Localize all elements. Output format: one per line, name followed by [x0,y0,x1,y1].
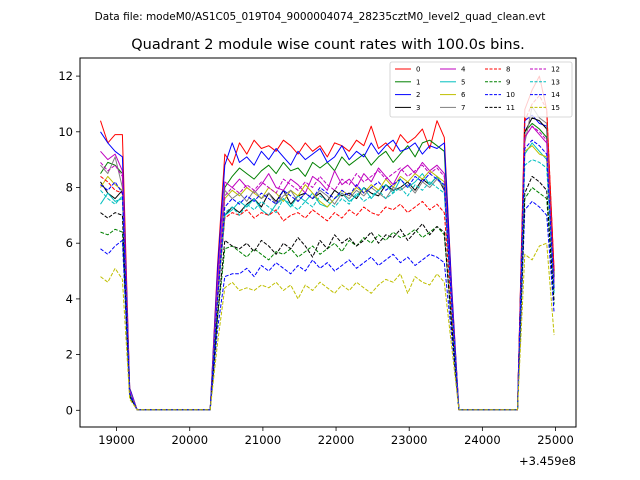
y-tick-label: 6 [66,236,73,250]
legend-label-11: 11 [506,104,515,112]
series-line-10 [100,200,555,411]
legend-label-6: 6 [461,91,466,99]
y-tick-label: 0 [66,403,73,417]
series-line-1 [100,122,555,411]
series-layer [100,75,555,411]
y-tick-label: 4 [66,292,73,306]
series-line-8 [100,95,555,411]
legend-box [389,61,573,118]
series-line-5 [100,142,555,411]
legend-label-4: 4 [461,66,466,74]
legend-label-13: 13 [551,78,560,86]
x-tick-label: 25000 [537,433,574,447]
series-line-15 [100,242,555,411]
legend-label-1: 1 [416,78,420,86]
legend-label-0: 0 [416,66,420,74]
x-tick-label: 22000 [318,433,355,447]
legend-label-12: 12 [551,66,560,74]
x-tick-label: 21000 [245,433,282,447]
legend-label-7: 7 [461,104,465,112]
x-tick-label: 24000 [464,433,501,447]
x-tick-label: 23000 [391,433,428,447]
series-line-0 [100,75,555,411]
legend-label-5: 5 [461,78,465,86]
y-tick-label: 8 [66,180,73,194]
series-line-11 [100,175,555,411]
chart-title: Quadrant 2 module wise count rates with … [131,37,525,53]
legend-label-15: 15 [551,104,560,112]
legend-label-14: 14 [551,91,560,99]
series-line-13 [100,159,555,411]
ticks-layer: 19000 20000 21000 22000 23000 24000 25000 0 2 4 6 8… [58,69,573,447]
legend-label-2: 2 [416,91,420,99]
x-tick-label: 20000 [171,433,208,447]
series-line-12 [100,125,555,411]
y-tick-label: 2 [66,348,73,362]
series-line-2 [100,114,555,411]
legend-label-8: 8 [506,66,510,74]
legend-label-10: 10 [506,91,515,99]
series-line-4 [100,125,555,411]
series-line-14 [100,139,555,411]
legend-label-3: 3 [416,104,420,112]
series-line-7 [100,106,555,411]
legend-label-9: 9 [506,78,510,86]
x-tick-label: 19000 [98,433,135,447]
plot-frame [79,57,577,428]
x-offset-label: +3.459e8 [519,454,576,468]
y-tick-label: 12 [58,69,73,83]
y-tick-label: 10 [58,125,73,139]
suptitle: Data file: modeM0/AS1C05_019T04_90000040… [95,11,546,23]
